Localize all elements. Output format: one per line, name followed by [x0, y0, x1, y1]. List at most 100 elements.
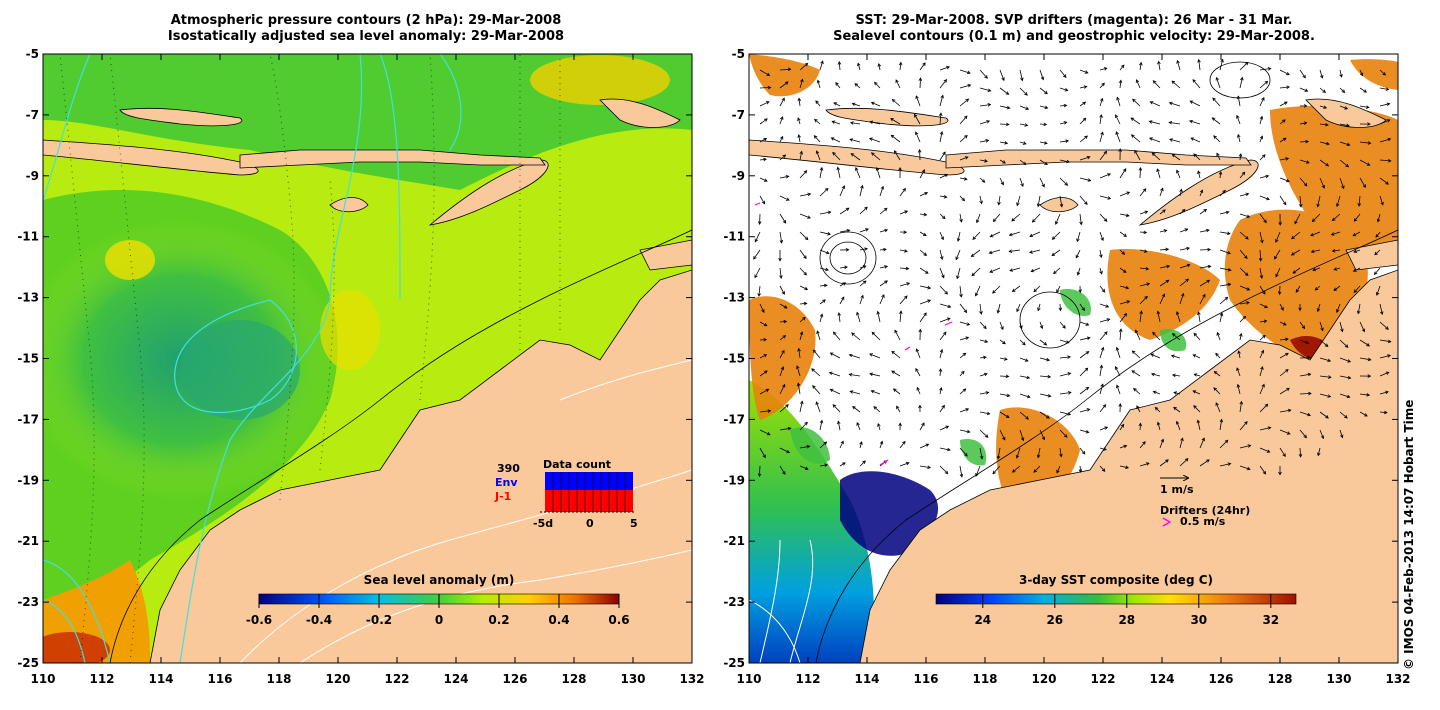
velocity-arrowhead — [1175, 311, 1180, 315]
velocity-arrow — [999, 429, 1006, 441]
velocity-arrowhead — [1264, 304, 1269, 309]
velocity-arrow — [1079, 408, 1090, 413]
velocity-arrowhead — [842, 462, 846, 466]
lon-tick-label: 120 — [1031, 672, 1056, 686]
velocity-arrowhead — [923, 212, 928, 217]
velocity-arrowhead — [1152, 390, 1157, 394]
velocity-arrow — [939, 368, 942, 377]
velocity-arrowhead — [1125, 465, 1130, 469]
velocity-arrowhead — [854, 83, 859, 87]
velocity-arrowhead — [1115, 131, 1119, 135]
velocity-arrowhead — [1067, 355, 1072, 359]
velocity-arrowhead — [1308, 391, 1312, 396]
velocity-arrowhead — [1320, 327, 1324, 332]
velocity-arrowhead — [1260, 365, 1264, 370]
velocity-arrow — [1299, 321, 1305, 329]
velocity-arrow — [814, 135, 821, 143]
data-count-title: Data count — [543, 458, 611, 471]
velocity-arrow — [871, 102, 881, 107]
velocity-arrow — [838, 61, 841, 71]
velocity-arrow — [799, 213, 811, 219]
velocity-arrowhead — [1114, 366, 1119, 370]
velocity-arrowhead — [1076, 238, 1080, 243]
velocity-arrowhead — [1185, 278, 1190, 282]
sla-north-green — [43, 54, 692, 190]
velocity-arrow — [1169, 102, 1181, 107]
sla-low-center-2 — [180, 320, 300, 420]
velocity-arrowhead — [852, 405, 856, 410]
velocity-arrow — [1299, 141, 1309, 143]
velocity-arrowhead — [915, 367, 919, 372]
velocity-arrow — [1158, 61, 1161, 71]
velocity-arrowhead — [1006, 393, 1011, 398]
velocity-arrowhead — [1376, 218, 1381, 223]
velocity-arrow — [1172, 374, 1181, 377]
velocity-arrowhead — [1352, 268, 1357, 272]
velocity-arrowhead — [763, 354, 768, 358]
velocity-arrow — [1259, 154, 1266, 161]
velocity-arrow — [1039, 87, 1048, 95]
velocity-arrowhead — [1261, 154, 1266, 158]
velocity-arrowhead — [963, 115, 968, 120]
velocity-arrow — [939, 465, 948, 474]
velocity-arrow — [1029, 231, 1041, 237]
sla-colorbar-title: Sea level anomaly (m) — [364, 573, 515, 587]
velocity-arrow — [1139, 423, 1141, 431]
velocity-arrow — [832, 404, 841, 413]
velocity-arrowhead — [946, 317, 951, 321]
velocity-arrowhead — [896, 405, 900, 410]
velocity-arrow — [819, 441, 827, 449]
velocity-arrow — [1359, 357, 1371, 361]
velocity-arrowhead — [921, 169, 926, 173]
velocity-arrowhead — [1083, 85, 1088, 89]
velocity-arrow — [1132, 350, 1141, 359]
velocity-arrow — [1056, 285, 1061, 293]
velocity-arrowhead — [1193, 405, 1197, 409]
velocity-arrowhead — [1139, 61, 1143, 66]
velocity-arrowhead — [1136, 405, 1140, 409]
velocity-arrowhead — [803, 170, 808, 174]
velocity-arrow — [759, 101, 770, 107]
lon-tick-label: 130 — [620, 672, 645, 686]
velocity-arrowhead — [1285, 368, 1289, 373]
velocity-arrowhead — [1003, 357, 1008, 361]
velocity-arrow — [1079, 337, 1090, 341]
sla-sw-hot — [43, 632, 110, 663]
velocity-arrowhead — [779, 239, 784, 244]
velocity-arrowhead — [804, 236, 809, 241]
velocity-arrowhead — [849, 390, 854, 394]
velocity-arrowhead — [880, 185, 884, 190]
velocity-arrowhead — [1346, 394, 1351, 399]
velocity-arrowhead — [1227, 282, 1232, 287]
velocity-arrow — [1236, 115, 1241, 125]
velocity-arrow — [1239, 316, 1246, 323]
velocity-arrow — [899, 249, 908, 252]
velocity-arrow — [1379, 119, 1390, 125]
velocity-arrow — [1037, 447, 1041, 458]
velocity-arrowhead — [1267, 67, 1272, 71]
velocity-arrow — [1312, 213, 1321, 222]
velocity-arrow — [779, 98, 785, 107]
velocity-arrow — [989, 249, 1001, 254]
velocity-arrow — [891, 134, 901, 143]
velocity-arrowhead — [1176, 59, 1180, 64]
velocity-arrowhead — [1202, 293, 1206, 298]
sealevel-contours — [819, 61, 1271, 349]
velocity-arrow — [799, 63, 808, 71]
velocity-arrow — [1059, 195, 1063, 207]
velocity-arrowhead — [1030, 268, 1035, 273]
velocity-arrow — [1375, 231, 1381, 238]
velocity-arrow — [1295, 285, 1301, 293]
velocity-arrowhead — [1082, 117, 1087, 122]
velocity-arrow — [1359, 69, 1363, 76]
velocity-arrow — [1051, 249, 1061, 256]
velocity-arrow — [979, 321, 987, 329]
velocity-arrow — [1219, 296, 1228, 305]
velocity-arrow — [779, 321, 787, 323]
velocity-arrowhead — [820, 60, 824, 65]
colorbar-tick-label: -0.4 — [306, 613, 332, 627]
velocity-arrowhead — [989, 269, 994, 273]
velocity-arrow — [1379, 321, 1389, 330]
velocity-arrow — [939, 95, 944, 107]
velocity-arrowhead — [766, 72, 771, 76]
